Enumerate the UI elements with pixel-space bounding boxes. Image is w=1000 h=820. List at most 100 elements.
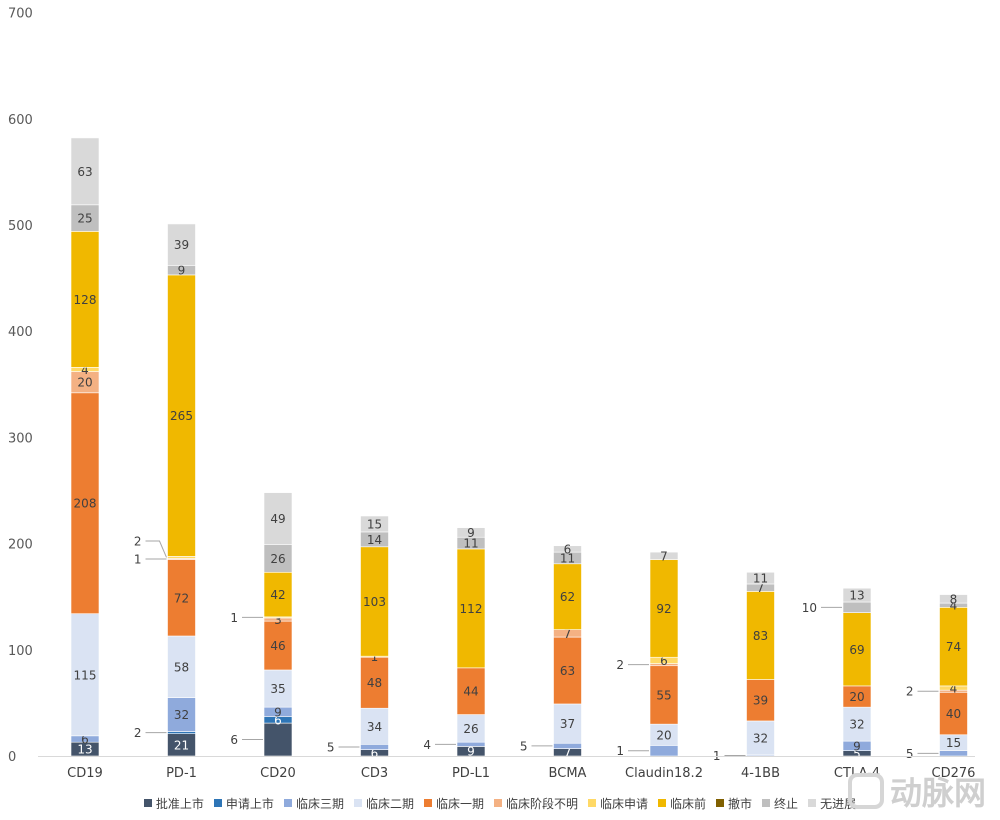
bar-segment-pd-1-10 [167, 223, 196, 266]
data-label: 128 [74, 293, 97, 307]
legend-item-6: 临床申请 [588, 795, 648, 812]
y-axis: 0 100 200 300 400 500 600 700 [8, 7, 33, 765]
data-label: 15 [367, 517, 382, 531]
callout-label: 1 [713, 749, 721, 763]
data-label: 44 [463, 685, 478, 699]
bar-segment-cd20-10 [263, 492, 293, 545]
data-label: 6 [371, 746, 379, 760]
bar-segment-cd20-4 [263, 620, 293, 671]
legend-label: 终止 [774, 796, 799, 811]
y-tick-label: 100 [8, 644, 33, 659]
watermark: 动脉网 [847, 768, 986, 814]
x-tick-label-pd-1: PD-1 [166, 766, 197, 781]
bar-segment-4-1bb-4 [746, 679, 775, 722]
x-tick-label-cd19: CD19 [67, 766, 103, 781]
bar-segment-4-1bb-10 [746, 571, 775, 585]
data-label: 15 [946, 736, 961, 750]
bar-segment-cd3-10 [360, 515, 389, 533]
data-label: 72 [174, 591, 189, 605]
data-label: 13 [849, 589, 864, 603]
y-tick-label: 600 [8, 113, 33, 128]
data-label: 115 [74, 668, 97, 682]
callout-label: 6 [230, 733, 238, 747]
legend-swatch [423, 799, 432, 807]
legend-label: 临床申请 [600, 796, 649, 811]
data-label: 63 [560, 664, 575, 678]
data-label: 40 [946, 707, 961, 721]
x-tick-label-cd3: CD3 [361, 766, 388, 781]
legend-item-5: 临床阶段不明 [493, 795, 578, 812]
bar-segment-cd276-2 [939, 750, 968, 757]
legend-item-8: 撤市 [716, 795, 752, 812]
legend-label: 临床阶段不明 [505, 796, 578, 811]
data-label: 32 [753, 731, 768, 745]
data-label: 39 [753, 694, 768, 708]
data-label: 6 [660, 654, 668, 668]
bar-stack-ctla-4: 59 32 20 69 13 10 [802, 587, 872, 761]
data-label: 63 [77, 165, 92, 179]
data-label: 7 [564, 746, 572, 760]
data-label: 6 [81, 733, 89, 747]
data-label: 4 [950, 682, 958, 696]
legend-label: 撤市 [728, 796, 753, 811]
data-label: 46 [270, 639, 285, 653]
data-label: 62 [560, 590, 575, 604]
bar-segment-cd20-3 [263, 669, 293, 708]
x-axis: CD19 PD-1 CD20 CD3 PD-L1 BCMA Claudin18.2 4-1BB… [38, 756, 975, 781]
bar-segment-cd19-10 [70, 137, 100, 206]
bar-segment-cd3-7 [360, 546, 389, 657]
bar-segment-cd3-3 [360, 707, 389, 745]
bar-segment-bcma-2 [553, 742, 582, 749]
legend-label: 临床一期 [435, 796, 484, 811]
legend-label: 临床前 [670, 796, 707, 811]
data-label: 37 [560, 717, 575, 731]
legend-item-4: 临床一期 [423, 795, 484, 812]
data-label: 26 [270, 552, 285, 566]
bar-segment-ctla-4-3 [842, 706, 872, 742]
legend-swatch [143, 799, 152, 807]
legend-label: 临床三期 [295, 796, 344, 811]
legend-swatch [658, 799, 667, 807]
legend-item-2: 临床三期 [283, 795, 344, 812]
legend-swatch [283, 799, 292, 807]
callout-label: 1 [230, 611, 238, 625]
bar-segment-bcma-7 [553, 563, 582, 630]
data-label: 9 [274, 705, 282, 719]
bar-segment-claudin18-2-7 [649, 559, 679, 658]
data-label: 6 [564, 542, 572, 556]
callout-label: 10 [802, 601, 817, 615]
watermark-logo-icon [847, 773, 884, 809]
data-label: 4 [950, 599, 958, 613]
callout-leader-line [145, 540, 167, 558]
legend-swatch [213, 799, 222, 807]
bar-segment-pd-l1-10 [456, 527, 486, 538]
bar-segment-pd-l1-4 [456, 667, 486, 715]
legend-label: 无进展 [820, 796, 857, 811]
bar-segment-cd19-9 [70, 204, 100, 232]
data-label: 6 [274, 713, 282, 727]
data-label: 14 [367, 533, 382, 547]
data-label: 1 [371, 650, 379, 664]
bar-segment-pd-l1-2 [456, 741, 486, 747]
data-label: 208 [74, 497, 97, 511]
data-label: 20 [77, 376, 92, 390]
legend-swatch [353, 799, 362, 807]
data-label: 7 [660, 549, 668, 563]
data-label: 112 [460, 602, 483, 616]
bar-segment-pd-1-1 [167, 731, 196, 734]
data-label: 49 [270, 512, 285, 526]
data-label: 55 [656, 688, 671, 702]
data-label: 39 [174, 238, 189, 252]
x-tick-label-pd-l1: PD-L1 [452, 766, 490, 781]
data-label: 48 [367, 676, 382, 690]
bar-segment-claudin18-2-2 [649, 745, 679, 757]
y-tick-label: 300 [8, 431, 33, 446]
data-label: 83 [753, 629, 768, 643]
watermark-text: 动脉网 [889, 774, 986, 812]
x-tick-label-claudin18-2: Claudin18.2 [625, 766, 703, 781]
bar-segment-cd20-0 [263, 722, 293, 757]
y-tick-label: 500 [8, 219, 33, 234]
